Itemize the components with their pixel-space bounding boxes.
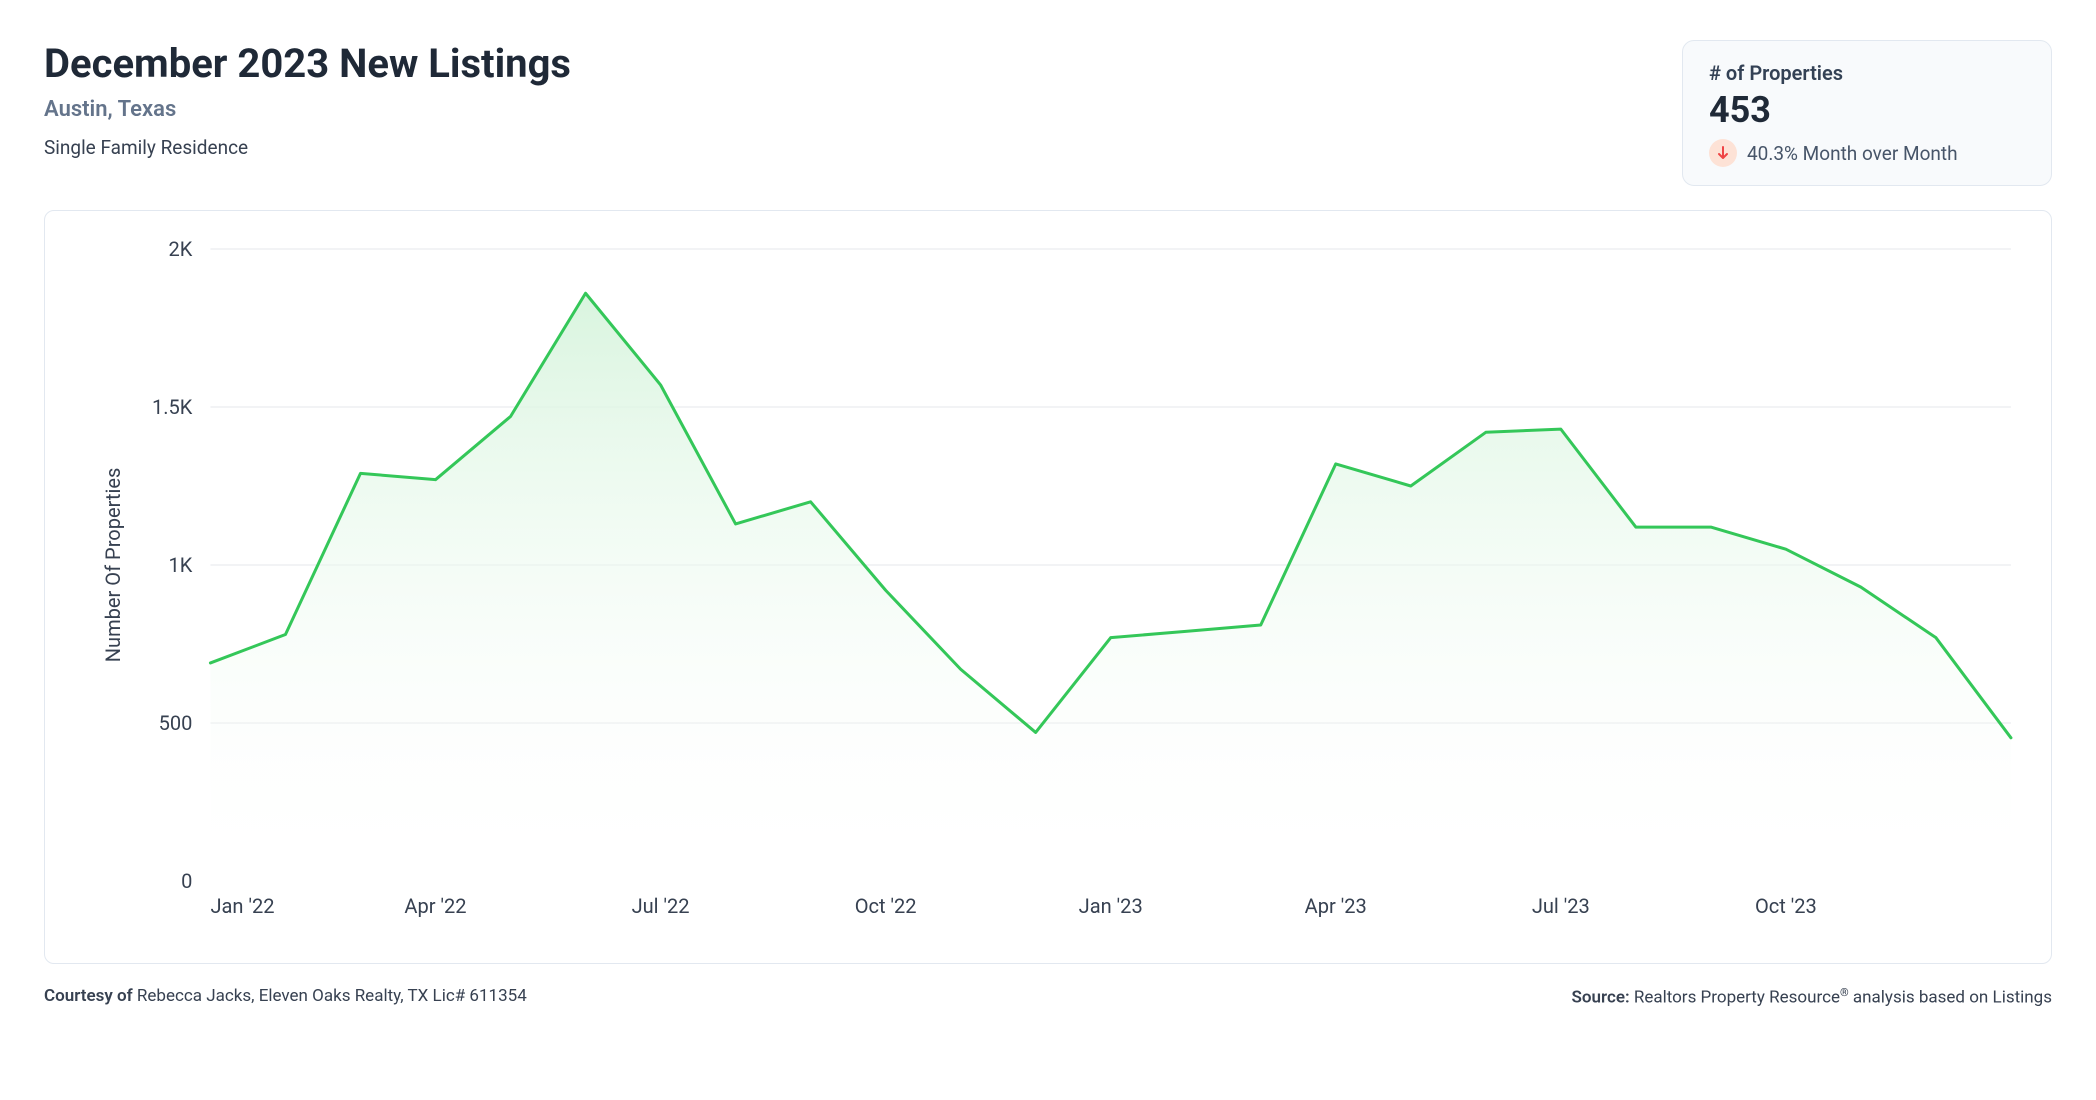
y-axis-label: Number Of Properties (101, 468, 125, 663)
stat-card: # of Properties 453 40.3% Month over Mon… (1682, 40, 2052, 186)
svg-text:1K: 1K (169, 553, 193, 577)
svg-text:1.5K: 1.5K (152, 395, 193, 419)
location-label: Austin, Texas (44, 97, 1682, 122)
svg-text:500: 500 (159, 711, 193, 735)
source-label: Source: (1572, 988, 1634, 1008)
svg-text:Jul '22: Jul '22 (632, 894, 690, 918)
svg-text:Apr '22: Apr '22 (404, 894, 466, 918)
title-block: December 2023 New Listings Austin, Texas… (44, 40, 1682, 159)
chart-container: 0 500 1K 1.5K 2K Jan '22 Apr '22 Jul '22 Oct '2… (44, 210, 2052, 964)
stat-label: # of Properties (1709, 61, 2025, 85)
svg-text:0: 0 (181, 869, 192, 893)
page-root: December 2023 New Listings Austin, Texas… (0, 0, 2096, 1038)
source-text-2: analysis based on Listings (1849, 988, 2052, 1008)
header-row: December 2023 New Listings Austin, Texas… (44, 40, 2052, 186)
arrow-down-icon (1709, 139, 1737, 167)
property-type-label: Single Family Residence (44, 136, 1682, 159)
registered-mark: ® (1840, 986, 1849, 999)
stat-change-text: 40.3% Month over Month (1747, 142, 1958, 165)
svg-text:Oct '23: Oct '23 (1755, 894, 1817, 918)
svg-text:Jul '23: Jul '23 (1532, 894, 1590, 918)
svg-text:Apr '23: Apr '23 (1305, 894, 1367, 918)
courtesy-text: Rebecca Jacks, Eleven Oaks Realty, TX Li… (137, 986, 527, 1006)
footer-row: Courtesy of Rebecca Jacks, Eleven Oaks R… (44, 986, 2052, 1008)
stat-value: 453 (1709, 89, 2025, 131)
area-chart: 0 500 1K 1.5K 2K Jan '22 Apr '22 Jul '22 Oct '2… (65, 239, 2031, 941)
svg-text:Jan '22: Jan '22 (210, 894, 274, 918)
svg-text:2K: 2K (169, 239, 193, 261)
footer-courtesy: Courtesy of Rebecca Jacks, Eleven Oaks R… (44, 986, 527, 1008)
page-title: December 2023 New Listings (44, 40, 1682, 87)
source-text-1: Realtors Property Resource (1634, 988, 1840, 1008)
courtesy-label: Courtesy of (44, 986, 137, 1006)
stat-change: 40.3% Month over Month (1709, 139, 2025, 167)
svg-text:Oct '22: Oct '22 (855, 894, 917, 918)
svg-text:Jan '23: Jan '23 (1079, 894, 1143, 918)
footer-source: Source: Realtors Property Resource® anal… (1572, 986, 2052, 1008)
